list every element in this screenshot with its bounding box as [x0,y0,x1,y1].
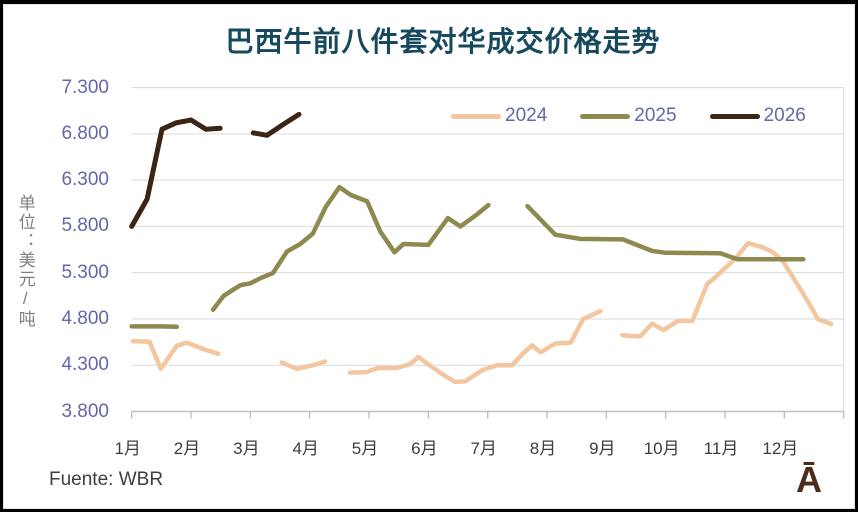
x-tick-label-5月: 5月 [351,439,379,458]
y-tick-label-6.800: 6.800 [61,122,109,144]
x-tick-label-6月: 6月 [411,439,438,458]
legend-label-2026: 2026 [763,105,806,126]
y-tick-label-5.800: 5.800 [61,215,109,237]
chart-canvas: 巴西牛前八件套对华成交价格走势 单位：美元/吨 7.300 6.800 6.300 5… [3,4,855,509]
x-tick-label-10月: 10月 [643,439,680,458]
legend-item-2024: 2024 [451,105,547,127]
x-tick-label-11月: 11月 [703,439,739,458]
legend-item-2026: 2026 [709,105,806,127]
y-tick-label-7.300: 7.300 [61,76,109,98]
x-tick-label-8月: 8月 [529,439,557,458]
series-line-2024-seg2 [279,359,328,372]
y-tick-label-5.300: 5.300 [61,261,109,283]
series-line-2024-seg3 [347,308,603,385]
series-line-2025-seg3 [525,203,806,262]
series-line-2024-seg1 [130,338,221,372]
y-tick-label-3.800: 3.800 [61,400,109,422]
legend-swatch-2026 [709,113,760,119]
y-tick-label-4.300: 4.300 [61,354,109,376]
legend: 2024 2025 2026 [451,105,806,127]
y-tick-label-4.800: 4.800 [61,307,109,329]
chart-title: 巴西牛前八件套对华成交价格走势 [225,26,661,57]
brand-logo: Ā [796,459,822,500]
series-line-2026-seg2 [250,111,302,138]
plot-area [129,87,845,419]
legend-swatch-2025 [580,113,631,119]
series-line-2026-seg1 [129,117,223,229]
x-tick-label-9月: 9月 [589,439,616,458]
x-tick-label-3月: 3月 [233,439,260,458]
legend-swatch-2024 [451,113,501,119]
x-tick-label-1月: 1月 [114,439,141,458]
x-tick-label-12月: 12月 [762,439,799,458]
x-tick-label-4月: 4月 [292,439,319,458]
x-tick-label-7月: 7月 [470,439,497,458]
x-tick-label-2月: 2月 [173,439,201,458]
y-axis-unit-label: 单位：美元/吨 [15,194,35,329]
legend-label-2025: 2025 [634,105,677,126]
legend-item-2025: 2025 [580,105,677,127]
legend-label-2024: 2024 [505,105,548,126]
y-tick-label-6.300: 6.300 [61,169,109,191]
source-note: Fuente: WBR [49,469,164,490]
series-line-2025-seg2 [210,184,491,312]
